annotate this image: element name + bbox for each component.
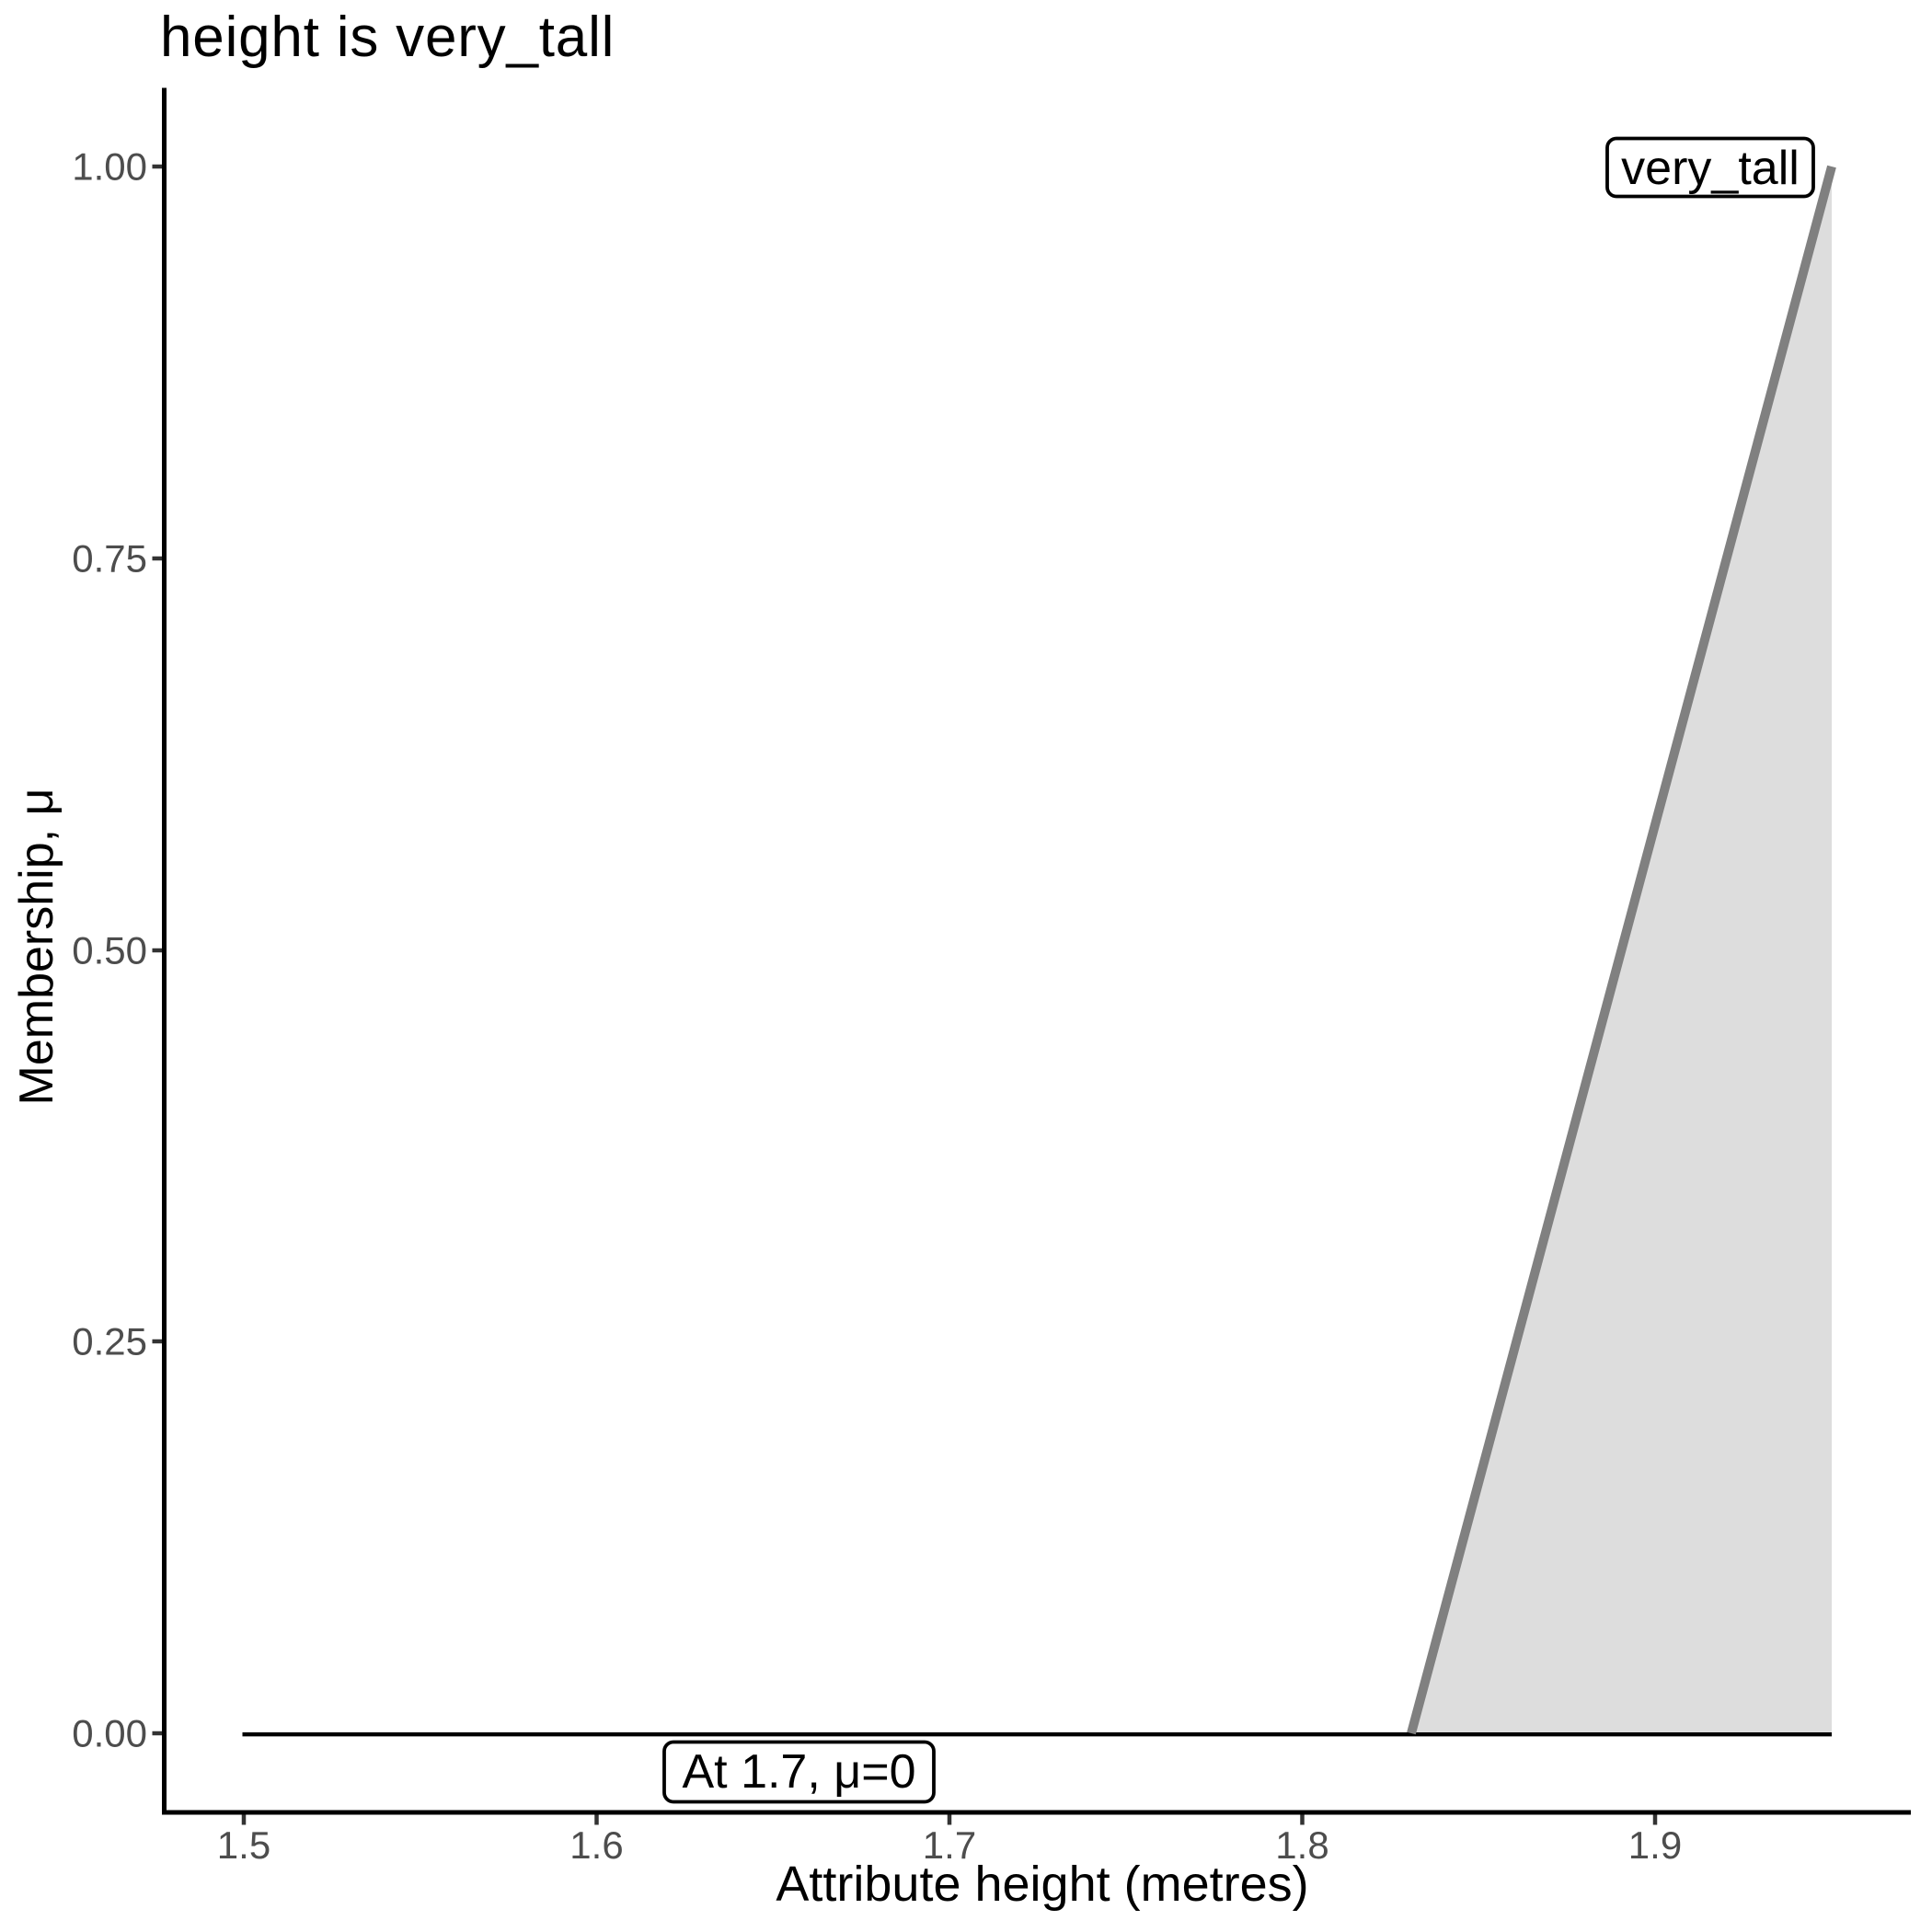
svg-text:1.5: 1.5	[217, 1823, 270, 1867]
svg-text:1.00: 1.00	[72, 145, 147, 189]
svg-text:0.00: 0.00	[72, 1712, 147, 1755]
svg-text:0.25: 0.25	[72, 1320, 147, 1363]
svg-text:Membership, μ: Membership, μ	[10, 788, 63, 1106]
svg-text:1.9: 1.9	[1628, 1823, 1682, 1867]
svg-text:1.8: 1.8	[1275, 1823, 1328, 1867]
svg-text:At 1.7, μ=0: At 1.7, μ=0	[682, 1745, 915, 1799]
svg-text:0.50: 0.50	[72, 929, 147, 972]
svg-text:Attribute height (metres): Attribute height (metres)	[776, 1857, 1308, 1912]
svg-text:0.75: 0.75	[72, 537, 147, 581]
svg-text:height is very_tall: height is very_tall	[160, 6, 615, 69]
svg-text:very_tall: very_tall	[1621, 142, 1800, 195]
svg-text:1.6: 1.6	[569, 1823, 623, 1867]
svg-text:1.7: 1.7	[923, 1823, 976, 1867]
